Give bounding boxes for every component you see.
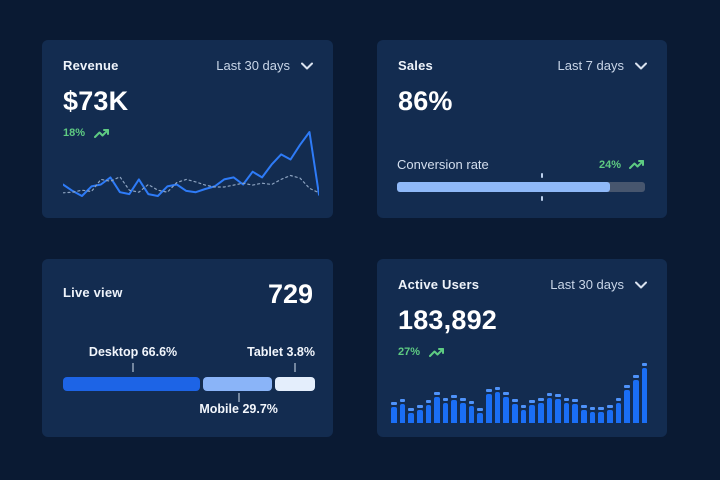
sales-title: Sales <box>398 58 433 73</box>
active-users-bar <box>399 361 406 423</box>
revenue-title: Revenue <box>63 58 119 73</box>
desktop-share-value: 66.6% <box>141 345 178 359</box>
revenue-delta-value: 18% <box>63 127 86 139</box>
revenue-line-chart <box>63 128 319 198</box>
sales-value: 86% <box>398 86 453 116</box>
live-view-title: Live view <box>63 285 123 300</box>
revenue-range-label: Last 30 days <box>216 58 290 73</box>
progress-fill <box>397 182 611 192</box>
active-users-range-dropdown[interactable]: Last 30 days <box>550 277 647 292</box>
active-users-bar <box>451 361 458 423</box>
live-view-value: 729 <box>267 279 313 309</box>
active-users-bar <box>589 361 596 423</box>
conversion-progress-bar <box>397 173 645 201</box>
active-users-bar <box>537 361 544 423</box>
desktop-share-label: Desktop 66.6% <box>89 345 177 359</box>
active-users-bar <box>460 361 466 423</box>
active-users-bar <box>486 361 492 423</box>
active-users-bar <box>520 361 527 423</box>
dashboard: Revenue Last 30 days $73K 18% Sa <box>42 40 667 437</box>
active-users-header: Active Users Last 30 days <box>398 277 647 292</box>
active-users-bar <box>598 361 605 423</box>
chevron-down-icon <box>635 281 647 289</box>
active-users-bar <box>615 361 622 423</box>
conversion-rate-label: Conversion rate <box>397 157 489 172</box>
active-users-bar <box>546 361 553 423</box>
conversion-delta-value: 24% <box>598 158 621 171</box>
chevron-down-icon <box>635 62 647 70</box>
trending-up-icon <box>629 159 645 170</box>
segment-desktop <box>63 377 200 391</box>
progress-target-marker <box>541 173 544 178</box>
active-users-bar <box>529 361 535 423</box>
active-users-bar <box>434 361 440 423</box>
desktop-label-text: Desktop <box>88 345 139 359</box>
mobile-share-label: Mobile 29.7% <box>199 402 278 416</box>
revenue-card-header: Revenue Last 30 days <box>63 58 313 73</box>
conversion-rate-header: Conversion rate 24% <box>397 157 645 172</box>
active-users-bar <box>442 361 449 423</box>
sales-card-header: Sales Last 7 days <box>398 58 647 73</box>
trending-up-icon <box>94 128 110 139</box>
tablet-tick <box>293 363 296 372</box>
active-users-bar <box>408 361 414 423</box>
segment-mobile <box>202 377 273 391</box>
live-view-header: Live view 729 <box>63 277 313 310</box>
revenue-range-dropdown[interactable]: Last 30 days <box>216 58 313 73</box>
active-users-card: Active Users Last 30 days 183,892 27% <box>377 259 667 437</box>
active-users-bar <box>563 361 570 423</box>
active-users-bar <box>581 361 587 423</box>
active-users-bar <box>477 361 484 423</box>
segment-tablet <box>275 377 315 391</box>
revenue-delta: 18% <box>63 127 313 139</box>
mobile-tick <box>237 393 240 402</box>
active-users-delta: 27% <box>398 346 647 358</box>
active-users-bar <box>503 361 509 423</box>
trending-up-icon <box>429 347 445 358</box>
active-users-bar <box>632 361 639 423</box>
tablet-share-label: Tablet 3.8% <box>247 345 315 359</box>
active-users-title: Active Users <box>398 277 480 292</box>
active-users-bar <box>572 361 579 423</box>
tablet-label-text: Tablet <box>247 345 284 359</box>
active-users-value: 183,892 <box>398 305 497 335</box>
progress-target-marker <box>541 196 544 201</box>
active-users-range-label: Last 30 days <box>550 277 624 292</box>
device-breakdown: Desktop 66.6% Tablet 3.8% Mobile 29.7% <box>63 345 315 421</box>
active-users-bar <box>416 361 423 423</box>
conversion-rate-block: Conversion rate 24% <box>397 157 645 201</box>
chevron-down-icon <box>301 62 313 70</box>
revenue-card: Revenue Last 30 days $73K 18% <box>42 40 333 218</box>
active-users-delta-value: 27% <box>398 346 421 358</box>
mobile-label-text: Mobile <box>199 402 239 416</box>
tablet-share-value: 3.8% <box>286 345 316 359</box>
active-users-bar <box>641 361 648 423</box>
conversion-rate-delta: 24% <box>599 159 645 171</box>
active-users-bar <box>555 361 561 423</box>
live-view-card: Live view 729 Desktop 66.6% Tablet 3.8% … <box>42 259 333 437</box>
active-users-bar <box>624 361 630 423</box>
active-users-bar <box>511 361 518 423</box>
active-users-bar <box>468 361 475 423</box>
sales-range-label: Last 7 days <box>557 58 625 73</box>
mobile-share-value: 29.7% <box>242 402 278 416</box>
desktop-tick <box>132 363 135 372</box>
revenue-value: $73K <box>63 86 129 116</box>
active-users-bar <box>425 361 432 423</box>
active-users-bar <box>607 361 613 423</box>
active-users-bar-chart <box>391 361 648 423</box>
sales-card: Sales Last 7 days 86% Conversion rate 24… <box>377 40 667 218</box>
device-segment-bar <box>63 377 315 391</box>
active-users-bar <box>391 361 397 423</box>
active-users-bar <box>494 361 501 423</box>
sales-range-dropdown[interactable]: Last 7 days <box>557 58 647 73</box>
